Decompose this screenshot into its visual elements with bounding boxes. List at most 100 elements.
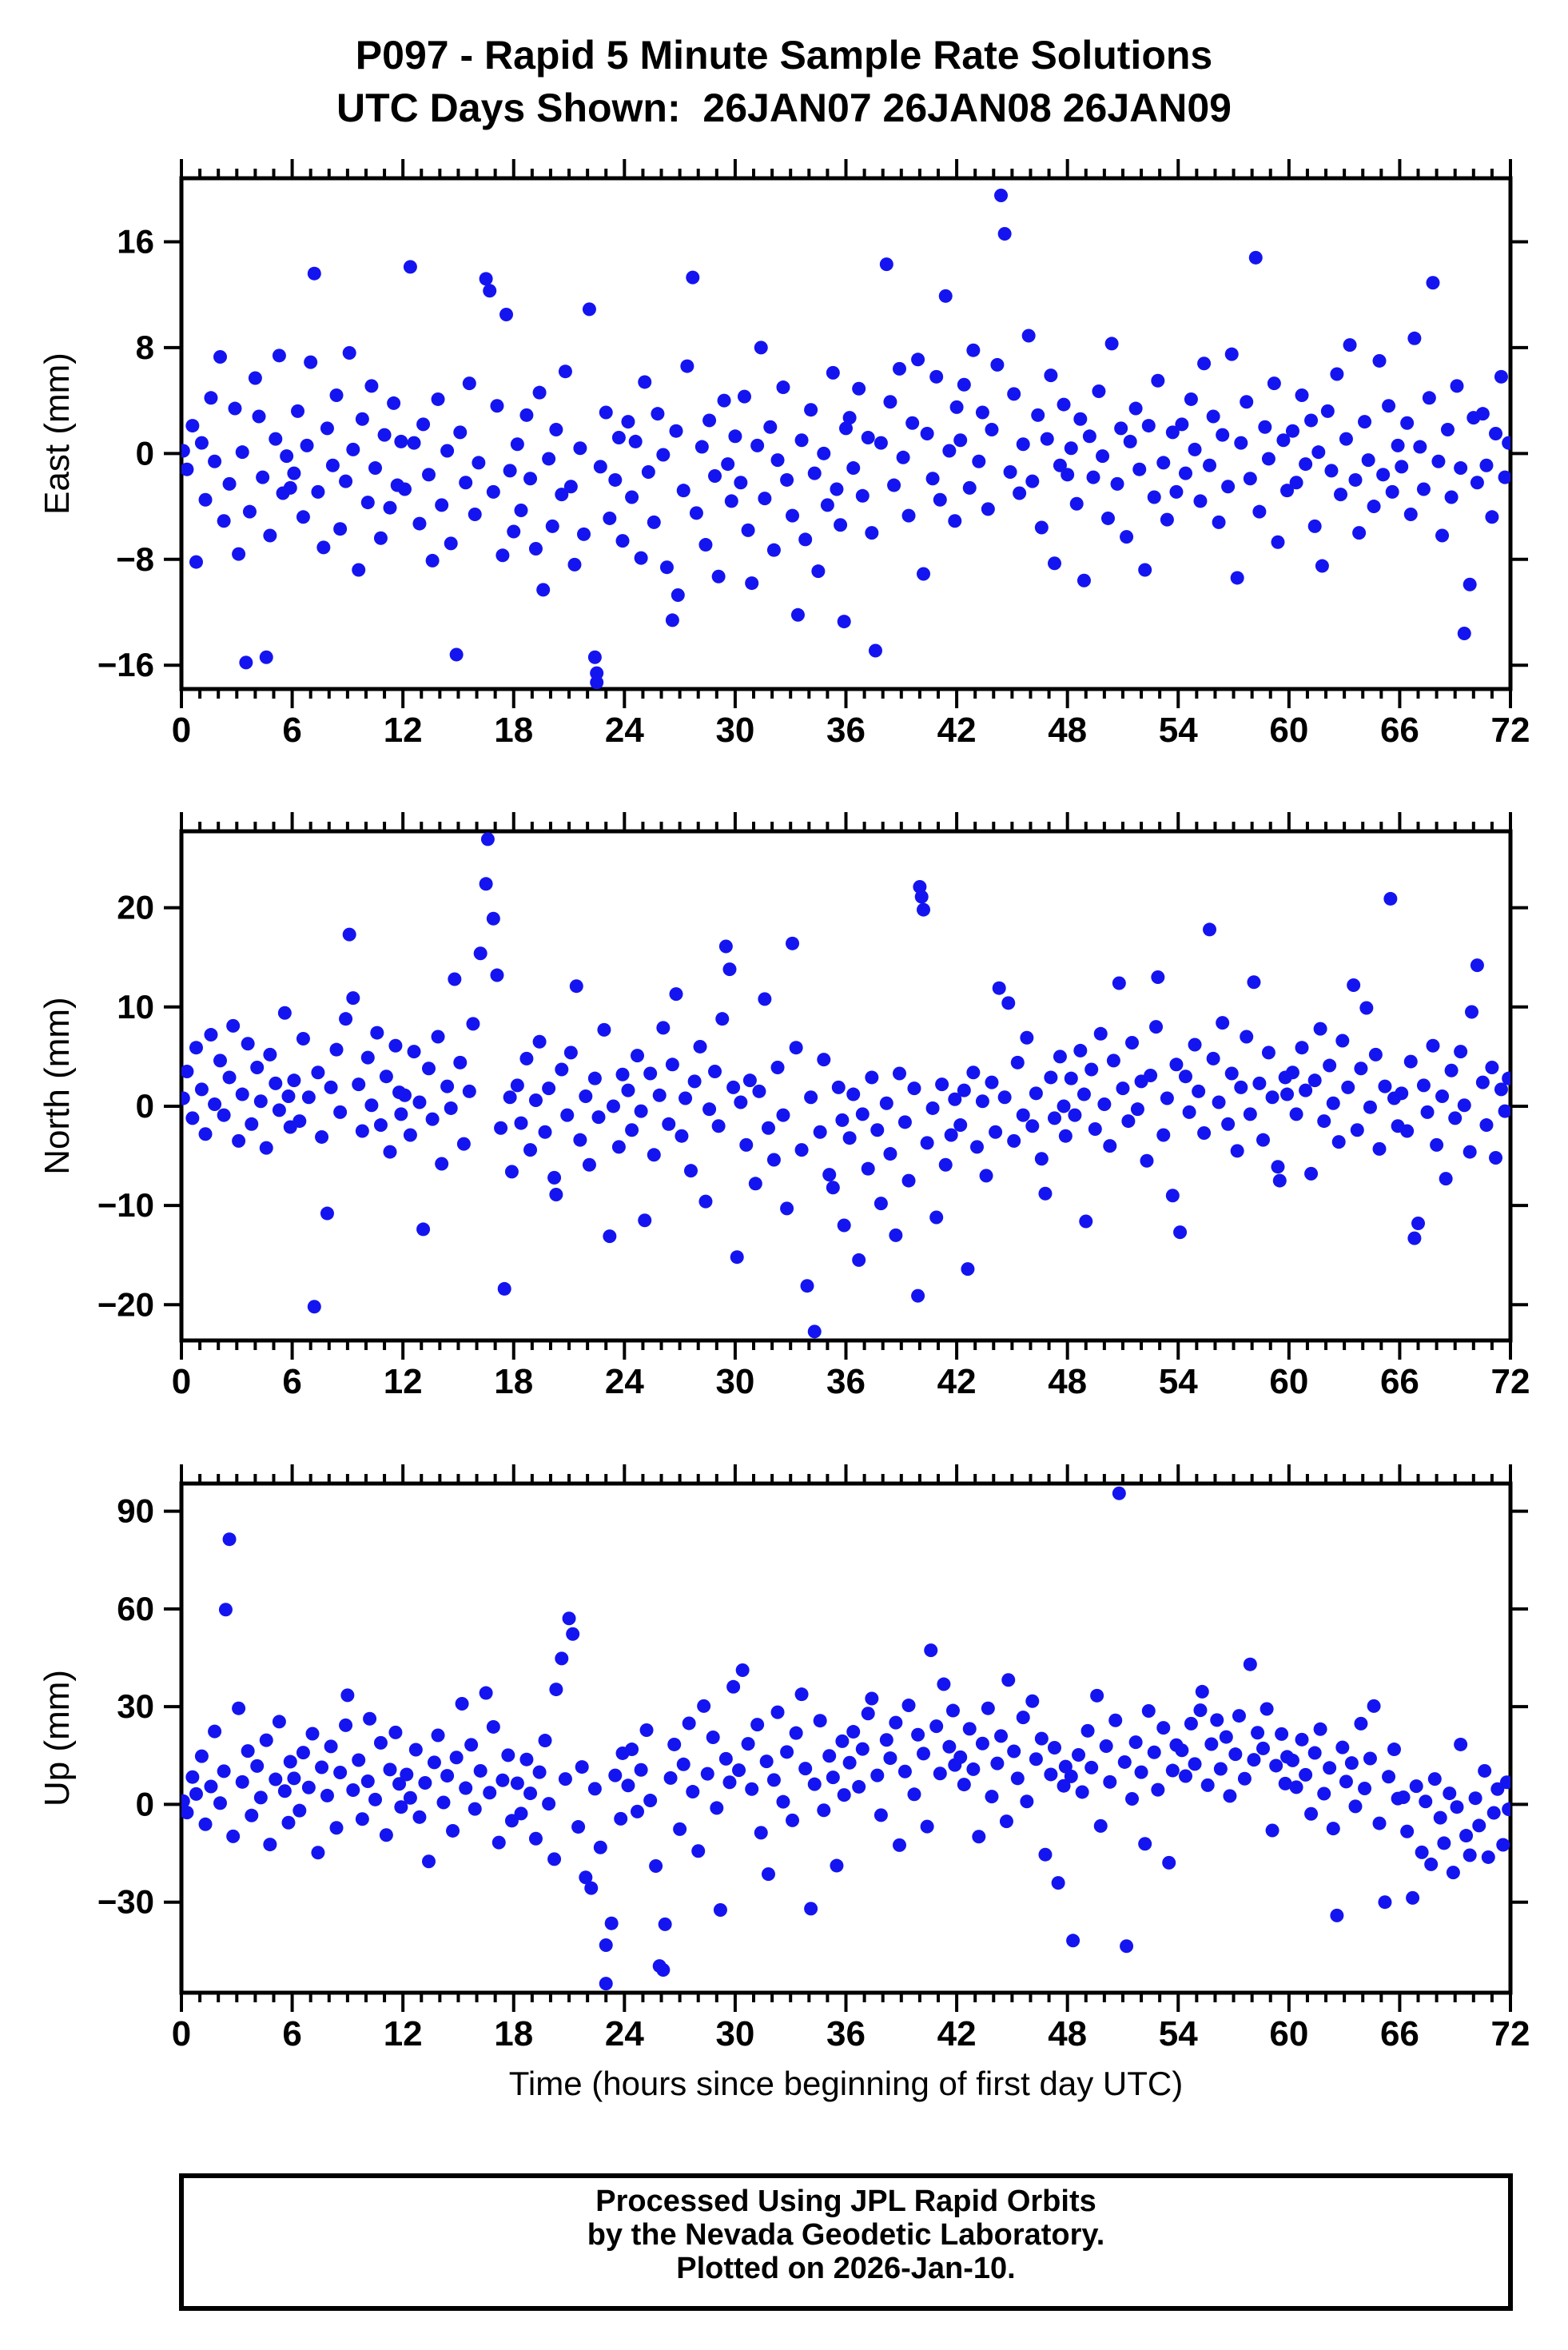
scatter-point bbox=[213, 1054, 228, 1068]
scatter-point bbox=[621, 1083, 635, 1097]
scatter-point bbox=[213, 349, 228, 364]
scatter-point bbox=[1114, 421, 1128, 436]
scatter-point bbox=[611, 430, 626, 444]
scatter-point bbox=[748, 1177, 762, 1191]
scatter-point bbox=[1485, 1061, 1499, 1075]
scatter-point bbox=[253, 1094, 268, 1109]
scatter-point bbox=[1068, 1108, 1082, 1122]
scatter-point bbox=[718, 1751, 733, 1766]
scatter-point bbox=[789, 1726, 803, 1740]
scatter-point bbox=[1093, 1818, 1108, 1833]
scatter-point bbox=[741, 523, 755, 537]
scatter-point bbox=[665, 1058, 679, 1072]
scatter-point bbox=[495, 1773, 510, 1787]
scatter-point bbox=[1299, 1083, 1313, 1097]
scatter-point bbox=[435, 1157, 449, 1171]
scatter-point bbox=[232, 547, 246, 561]
scatter-point bbox=[449, 1751, 464, 1765]
scatter-point bbox=[1073, 1043, 1088, 1058]
scatter-point bbox=[689, 506, 703, 520]
scatter-point bbox=[587, 1071, 602, 1085]
scatter-point bbox=[1295, 388, 1309, 402]
scatter-point bbox=[663, 1770, 678, 1785]
x-tick-label: 54 bbox=[1159, 711, 1198, 750]
scatter-point bbox=[1502, 436, 1510, 450]
scatter-point bbox=[1003, 465, 1017, 480]
scatter-point bbox=[1053, 1050, 1067, 1064]
scatter-point bbox=[1289, 1107, 1303, 1121]
scatter-point bbox=[486, 484, 500, 499]
scatter-point bbox=[226, 1829, 241, 1843]
scatter-point bbox=[750, 438, 765, 452]
scatter-point bbox=[669, 987, 683, 1002]
scatter-point bbox=[897, 1115, 912, 1129]
scatter-point bbox=[1463, 1145, 1477, 1159]
scatter-point bbox=[1010, 1055, 1025, 1069]
scatter-point bbox=[807, 1777, 822, 1791]
scatter-point bbox=[1013, 486, 1027, 500]
scatter-point bbox=[730, 1250, 744, 1265]
scatter-point bbox=[671, 588, 685, 602]
scatter-point bbox=[721, 457, 735, 472]
y-tick-label: −10 bbox=[98, 1186, 154, 1224]
scatter-point bbox=[935, 1077, 949, 1092]
scatter-point bbox=[990, 357, 1005, 372]
scatter-point bbox=[766, 1773, 781, 1787]
scatter-point bbox=[1446, 1866, 1460, 1880]
scatter-point bbox=[1430, 1137, 1444, 1152]
scatter-point bbox=[874, 1808, 888, 1822]
scatter-point bbox=[846, 461, 861, 476]
scatter-point bbox=[272, 1715, 286, 1729]
scatter-point bbox=[1082, 429, 1096, 444]
scatter-point bbox=[1230, 571, 1244, 585]
scatter-point bbox=[697, 1699, 711, 1713]
x-tick-label: 48 bbox=[1048, 2014, 1087, 2053]
scatter-point bbox=[480, 832, 495, 846]
scatter-point bbox=[842, 1755, 857, 1770]
scatter-point bbox=[1444, 490, 1459, 504]
scatter-point bbox=[957, 1778, 971, 1792]
scatter-point bbox=[368, 1792, 383, 1806]
scatter-point bbox=[780, 1745, 794, 1759]
scatter-point bbox=[790, 607, 805, 622]
scatter-point bbox=[269, 432, 283, 446]
y-axis-label: East (mm) bbox=[38, 352, 77, 515]
x-tick-label: 60 bbox=[1269, 2014, 1308, 2053]
scatter-point bbox=[563, 480, 578, 494]
scatter-point bbox=[625, 1123, 639, 1137]
x-tick-label: 12 bbox=[384, 2014, 423, 2053]
scatter-point bbox=[628, 434, 643, 448]
scatter-point bbox=[269, 1772, 283, 1786]
scatter-point bbox=[320, 1206, 334, 1221]
scatter-point bbox=[1069, 496, 1084, 511]
scatter-point bbox=[794, 433, 809, 448]
y-tick-label: 0 bbox=[136, 434, 154, 472]
y-axis-label: North (mm) bbox=[38, 997, 77, 1174]
scatter-point bbox=[752, 1084, 766, 1098]
scatter-point bbox=[455, 1697, 469, 1711]
scatter-point bbox=[1221, 1117, 1236, 1131]
scatter-point bbox=[1053, 458, 1067, 472]
scatter-point bbox=[966, 1762, 981, 1776]
scatter-point bbox=[456, 1137, 471, 1151]
scatter-point bbox=[387, 396, 401, 410]
scatter-point bbox=[643, 1066, 658, 1081]
scatter-point bbox=[776, 380, 790, 395]
scatter-point bbox=[667, 1737, 682, 1751]
scatter-point bbox=[222, 1070, 237, 1085]
scatter-point bbox=[1234, 1080, 1248, 1094]
scatter-point bbox=[1454, 1737, 1468, 1751]
scatter-point bbox=[1472, 1818, 1486, 1833]
scatter-point bbox=[1289, 1780, 1303, 1794]
scatter-point bbox=[1464, 1005, 1478, 1019]
scatter-point bbox=[486, 911, 500, 926]
x-tick-label: 66 bbox=[1380, 711, 1419, 750]
scatter-point bbox=[1403, 507, 1418, 521]
scatter-point bbox=[528, 542, 543, 556]
scatter-point bbox=[558, 364, 572, 379]
scatter-point bbox=[453, 1055, 468, 1069]
scatter-point bbox=[329, 1042, 344, 1057]
scatter-point bbox=[698, 538, 713, 552]
scatter-point bbox=[1498, 1104, 1510, 1118]
scatter-point bbox=[897, 1764, 912, 1778]
